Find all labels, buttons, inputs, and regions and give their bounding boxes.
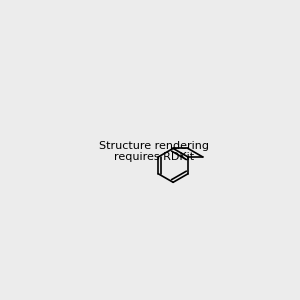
Text: Structure rendering
requires RDKit: Structure rendering requires RDKit [99, 141, 209, 162]
